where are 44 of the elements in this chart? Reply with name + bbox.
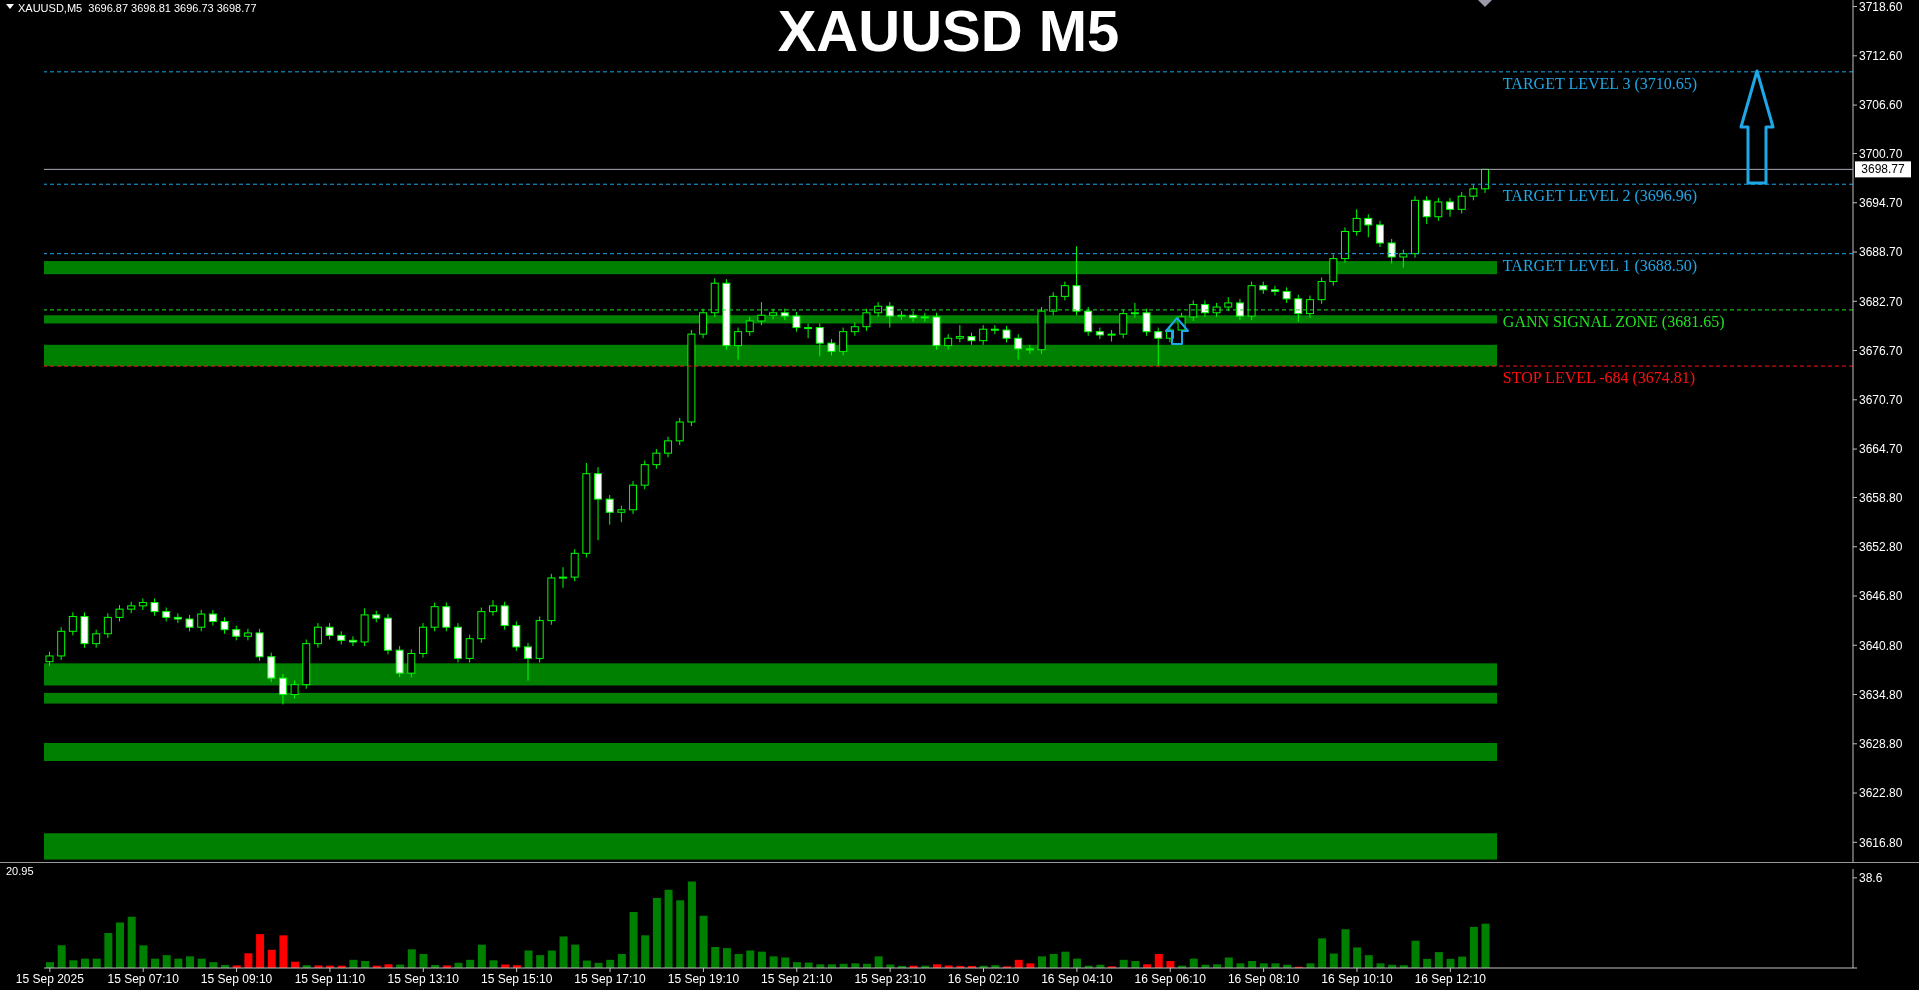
x-tick-label: 15 Sep 09:10	[200, 971, 273, 986]
y-tick-label: 38.6	[1859, 871, 1883, 886]
y-tick-label: 3664.70	[1859, 442, 1903, 457]
ref-line-label: TARGET LEVEL 3 (3710.65)	[1502, 74, 1698, 93]
x-tick-label: 16 Sep 06:10	[1134, 971, 1207, 986]
y-tick-label: 3694.70	[1859, 196, 1903, 211]
y-tick-label: 3634.80	[1859, 687, 1903, 702]
x-tick-label: 15 Sep 17:10	[574, 971, 647, 986]
ref-line-label: STOP LEVEL -684 (3674.81)	[1502, 369, 1696, 388]
y-tick-label: 3646.80	[1859, 589, 1903, 604]
ref-line-label: TARGET LEVEL 1 (3688.50)	[1502, 256, 1698, 275]
chart-title: XAUUSD M5	[777, 0, 1120, 63]
y-tick-label: 3658.80	[1859, 490, 1903, 505]
x-tick-label: 16 Sep 02:10	[947, 971, 1020, 986]
ref-line-label: TARGET LEVEL 2 (3696.96)	[1502, 187, 1698, 206]
y-tick-label: 3712.60	[1859, 49, 1903, 64]
y-tick-label: 3640.80	[1859, 638, 1903, 653]
annotation: XAUUSD,M5 3696.87 3698.81 3696.73 3698.77	[18, 2, 257, 14]
ref-line-label: GANN SIGNAL ZONE (3681.65)	[1502, 312, 1725, 331]
x-tick-label: 15 Sep 21:10	[761, 971, 833, 986]
x-tick-label: 15 Sep 11:10	[294, 971, 366, 986]
x-tick-label: 15 Sep 15:10	[480, 971, 553, 986]
x-tick-label: 15 Sep 07:10	[107, 971, 180, 986]
y-tick-label: 3700.70	[1859, 146, 1903, 161]
y-tick-label: 3676.70	[1859, 343, 1903, 358]
y-tick-label: 3706.60	[1859, 98, 1903, 113]
y-tick-label: 3652.80	[1859, 540, 1903, 555]
x-tick-label: 16 Sep 04:10	[1041, 971, 1113, 986]
y-tick-label: 3718.60	[1859, 0, 1903, 14]
x-tick-label: 16 Sep 12:10	[1414, 971, 1487, 986]
text: 20.95	[6, 865, 34, 877]
y-tick-label: 3670.70	[1859, 393, 1903, 408]
y-tick-label: 3628.80	[1859, 737, 1903, 752]
x-tick-label: 15 Sep 23:10	[854, 971, 927, 986]
y-tick-label: 3622.80	[1859, 786, 1903, 801]
y-tick-label: 3616.80	[1859, 835, 1903, 850]
x-tick-label: 15 Sep 13:10	[387, 971, 460, 986]
y-tick-label: 3682.70	[1859, 294, 1903, 309]
x-tick-label: 16 Sep 10:10	[1321, 971, 1393, 986]
y-tick-label: 3688.70	[1859, 245, 1903, 260]
ref-line-label: 3698.77	[1861, 162, 1906, 177]
x-tick-label: 15 Sep 2025	[15, 971, 85, 986]
x-tick-label: 15 Sep 19:10	[667, 971, 740, 986]
x-tick-label: 16 Sep 08:10	[1227, 971, 1300, 986]
